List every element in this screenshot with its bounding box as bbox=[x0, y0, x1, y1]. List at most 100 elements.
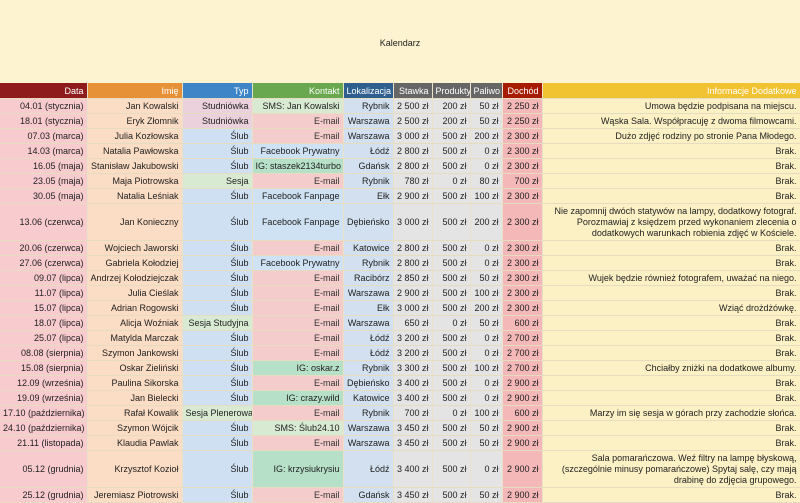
cell-dochod[interactable]: 2 300 zł bbox=[502, 285, 543, 301]
cell-produkty[interactable]: 500 zł bbox=[432, 345, 471, 361]
cell-dochod[interactable]: 2 300 zł bbox=[502, 128, 543, 144]
cell-stawka[interactable]: 700 zł bbox=[393, 405, 433, 421]
cell-info[interactable]: Umowa będzie podpisana na miejscu. bbox=[542, 98, 800, 114]
cell-paliwo[interactable]: 100 zł bbox=[470, 285, 503, 301]
cell-imie[interactable]: Maja Piotrowska bbox=[87, 173, 183, 189]
cell-paliwo[interactable]: 50 zł bbox=[470, 487, 503, 503]
cell-data[interactable]: 21.11 (listopada) bbox=[0, 435, 88, 451]
cell-paliwo[interactable]: 0 zł bbox=[470, 390, 503, 406]
cell-kontakt[interactable]: E-mail bbox=[252, 285, 344, 301]
cell-lokalizacja[interactable]: Rybnik bbox=[343, 255, 394, 271]
cell-kontakt[interactable]: E-mail bbox=[252, 405, 344, 421]
cell-lokalizacja[interactable]: Warszawa bbox=[343, 315, 394, 331]
cell-info[interactable]: Nie zapomnij dwóch statywów na lampy, do… bbox=[542, 203, 800, 241]
cell-lokalizacja[interactable]: Katowice bbox=[343, 240, 394, 256]
header-data[interactable]: Data bbox=[0, 83, 88, 99]
cell-dochod[interactable]: 2 300 zł bbox=[502, 270, 543, 286]
cell-paliwo[interactable]: 0 zł bbox=[470, 158, 503, 174]
cell-stawka[interactable]: 3 200 zł bbox=[393, 330, 433, 346]
cell-info[interactable]: Marzy im się sesja w górach przy zachodz… bbox=[542, 405, 800, 421]
cell-produkty[interactable]: 0 zł bbox=[432, 315, 471, 331]
cell-info[interactable]: Brak. bbox=[542, 285, 800, 301]
cell-produkty[interactable]: 500 zł bbox=[432, 375, 471, 391]
cell-data[interactable]: 18.07 (lipca) bbox=[0, 315, 88, 331]
cell-produkty[interactable]: 500 zł bbox=[432, 330, 471, 346]
cell-info[interactable]: Dużo zdjęć rodziny po stronie Pana Młode… bbox=[542, 128, 800, 144]
cell-dochod[interactable]: 2 300 zł bbox=[502, 203, 543, 241]
cell-stawka[interactable]: 2 500 zł bbox=[393, 98, 433, 114]
cell-lokalizacja[interactable]: Dębieńsko bbox=[343, 375, 394, 391]
cell-dochod[interactable]: 2 900 zł bbox=[502, 487, 543, 503]
cell-imie[interactable]: Adrian Rogowski bbox=[87, 300, 183, 316]
cell-kontakt[interactable]: Facebook Prywatny bbox=[252, 143, 344, 159]
cell-produkty[interactable]: 500 zł bbox=[432, 300, 471, 316]
cell-imie[interactable]: Gabriela Kołodziej bbox=[87, 255, 183, 271]
cell-produkty[interactable]: 500 zł bbox=[432, 360, 471, 376]
cell-dochod[interactable]: 2 700 zł bbox=[502, 330, 543, 346]
cell-info[interactable]: Brak. bbox=[542, 345, 800, 361]
cell-paliwo[interactable]: 0 zł bbox=[470, 330, 503, 346]
cell-stawka[interactable]: 2 800 zł bbox=[393, 143, 433, 159]
cell-lokalizacja[interactable]: Gdańsk bbox=[343, 487, 394, 503]
cell-data[interactable]: 08.08 (sierpnia) bbox=[0, 345, 88, 361]
cell-lokalizacja[interactable]: Dębieńsko bbox=[343, 203, 394, 241]
cell-lokalizacja[interactable]: Łódź bbox=[343, 143, 394, 159]
cell-info[interactable]: Brak. bbox=[542, 487, 800, 503]
cell-data[interactable]: 11.07 (lipca) bbox=[0, 285, 88, 301]
cell-data[interactable]: 20.06 (czerwca) bbox=[0, 240, 88, 256]
cell-info[interactable]: Wujek będzie również fotografem, uważać … bbox=[542, 270, 800, 286]
cell-paliwo[interactable]: 200 zł bbox=[470, 203, 503, 241]
cell-kontakt[interactable]: E-mail bbox=[252, 435, 344, 451]
cell-typ[interactable]: Ślub bbox=[182, 375, 253, 391]
cell-typ[interactable]: Ślub bbox=[182, 285, 253, 301]
cell-typ[interactable]: Ślub bbox=[182, 203, 253, 241]
cell-kontakt[interactable]: IG: crazy.wild bbox=[252, 390, 344, 406]
cell-dochod[interactable]: 2 900 zł bbox=[502, 420, 543, 436]
cell-data[interactable]: 25.07 (lipca) bbox=[0, 330, 88, 346]
cell-lokalizacja[interactable]: Katowice bbox=[343, 390, 394, 406]
cell-stawka[interactable]: 2 800 zł bbox=[393, 158, 433, 174]
cell-stawka[interactable]: 2 800 zł bbox=[393, 240, 433, 256]
cell-imie[interactable]: Matylda Marczak bbox=[87, 330, 183, 346]
cell-stawka[interactable]: 3 450 zł bbox=[393, 435, 433, 451]
cell-dochod[interactable]: 2 300 zł bbox=[502, 255, 543, 271]
cell-stawka[interactable]: 2 500 zł bbox=[393, 113, 433, 129]
cell-kontakt[interactable]: E-mail bbox=[252, 240, 344, 256]
cell-stawka[interactable]: 650 zł bbox=[393, 315, 433, 331]
header-kontakt[interactable]: Kontakt bbox=[252, 83, 344, 99]
cell-lokalizacja[interactable]: Warszawa bbox=[343, 420, 394, 436]
cell-imie[interactable]: Andrzej Kołodziejczak bbox=[87, 270, 183, 286]
cell-typ[interactable]: Ślub bbox=[182, 188, 253, 204]
cell-typ[interactable]: Ślub bbox=[182, 435, 253, 451]
cell-kontakt[interactable]: IG: oskar.z bbox=[252, 360, 344, 376]
cell-imie[interactable]: Jan Konieczny bbox=[87, 203, 183, 241]
cell-imie[interactable]: Julia Cieślak bbox=[87, 285, 183, 301]
cell-dochod[interactable]: 600 zł bbox=[502, 405, 543, 421]
cell-paliwo[interactable]: 100 zł bbox=[470, 360, 503, 376]
cell-kontakt[interactable]: E-mail bbox=[252, 345, 344, 361]
cell-dochod[interactable]: 2 300 zł bbox=[502, 143, 543, 159]
cell-stawka[interactable]: 3 200 zł bbox=[393, 345, 433, 361]
cell-info[interactable]: Brak. bbox=[542, 188, 800, 204]
cell-imie[interactable]: Jan Bielecki bbox=[87, 390, 183, 406]
cell-stawka[interactable]: 3 400 zł bbox=[393, 450, 433, 488]
cell-typ[interactable]: Ślub bbox=[182, 255, 253, 271]
cell-paliwo[interactable]: 0 zł bbox=[470, 143, 503, 159]
cell-paliwo[interactable]: 200 zł bbox=[470, 300, 503, 316]
cell-info[interactable]: Chciałby zniżki na dodatkowe albumy. bbox=[542, 360, 800, 376]
cell-paliwo[interactable]: 50 zł bbox=[470, 315, 503, 331]
cell-imie[interactable]: Eryk Złomnik bbox=[87, 113, 183, 129]
cell-info[interactable]: Brak. bbox=[542, 173, 800, 189]
cell-kontakt[interactable]: E-mail bbox=[252, 173, 344, 189]
cell-produkty[interactable]: 500 zł bbox=[432, 285, 471, 301]
cell-typ[interactable]: Ślub bbox=[182, 330, 253, 346]
cell-data[interactable]: 24.10 (października) bbox=[0, 420, 88, 436]
cell-kontakt[interactable]: IG: krzysiukrysiu bbox=[252, 450, 344, 488]
cell-imie[interactable]: Alicja Woźniak bbox=[87, 315, 183, 331]
cell-data[interactable]: 23.05 (maja) bbox=[0, 173, 88, 189]
cell-paliwo[interactable]: 50 zł bbox=[470, 98, 503, 114]
cell-data[interactable]: 17.10 (października) bbox=[0, 405, 88, 421]
cell-imie[interactable]: Jan Kowalski bbox=[87, 98, 183, 114]
cell-kontakt[interactable]: E-mail bbox=[252, 270, 344, 286]
cell-imie[interactable]: Jeremiasz Piotrowski bbox=[87, 487, 183, 503]
